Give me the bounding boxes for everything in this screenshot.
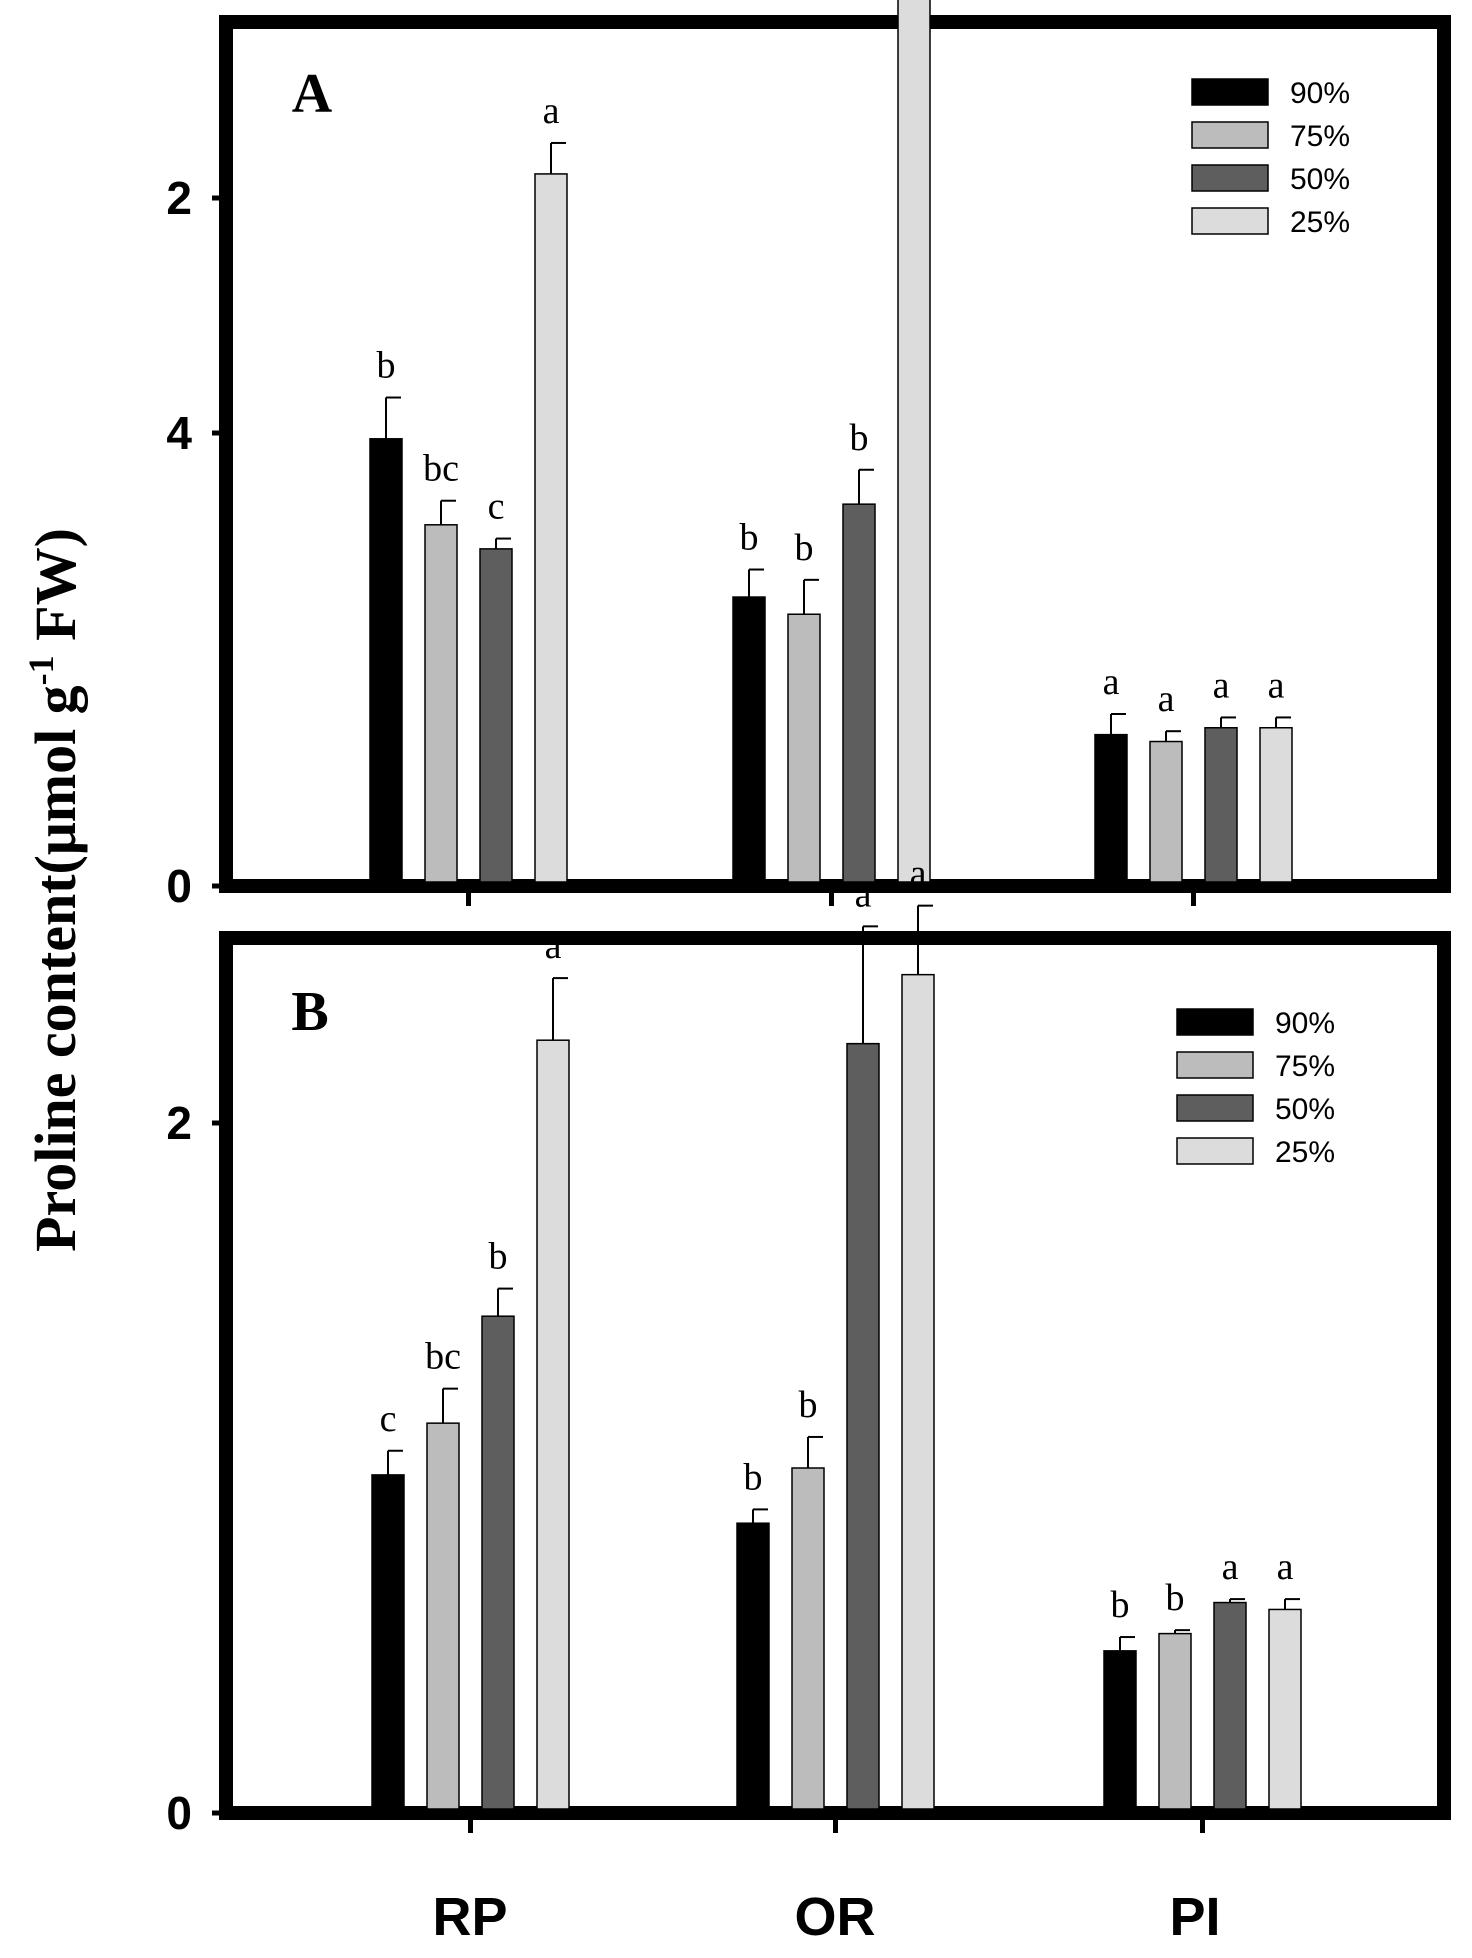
panel-b-bar-pi-50 bbox=[1213, 1601, 1247, 1810]
panel-b-label: B bbox=[291, 981, 328, 1043]
panel-a-legend-label-90: 90% bbox=[1290, 77, 1350, 110]
panel-b-legend-label-90: 90% bbox=[1275, 1007, 1335, 1040]
panel-b-bar-rp-90 bbox=[371, 1474, 405, 1810]
x-category-label-pi: PI bbox=[1169, 1887, 1220, 1947]
panel-a-legend-label-25: 25% bbox=[1290, 206, 1350, 239]
y-axis-label-sup: -1 bbox=[21, 655, 61, 685]
panel-b-sig-pi-50: a bbox=[1222, 1546, 1239, 1588]
panel-b-legend-swatch-90 bbox=[1176, 1008, 1254, 1036]
panel-b-legend-swatch-50 bbox=[1176, 1094, 1254, 1122]
panel-a-sig-rp-90: b bbox=[377, 345, 396, 387]
panel-b-ytick-label-4: 4 bbox=[166, 407, 192, 459]
panel-b-sig-pi-25: a bbox=[1277, 1546, 1294, 1588]
panel-b-bar-pi-25 bbox=[1268, 1608, 1302, 1810]
panel-b-ytick-label-2: 2 bbox=[166, 1097, 192, 1149]
x-category-label-or: OR bbox=[795, 1887, 876, 1947]
panel-a-bar-or-25 bbox=[897, 0, 931, 883]
panel-a-ytick-label-0: 0 bbox=[166, 860, 192, 912]
panel-b-sig-or-50: a bbox=[855, 873, 872, 915]
panel-a-bar-rp-75 bbox=[424, 524, 458, 883]
panel-b-bar-rp-50 bbox=[481, 1315, 515, 1810]
panel-a-sig-or-90: b bbox=[740, 517, 759, 559]
panel-a-legend-swatch-25 bbox=[1191, 207, 1269, 235]
panel-a-bar-pi-50 bbox=[1204, 727, 1238, 883]
panel-a-sig-or-50: b bbox=[850, 417, 869, 459]
panel-b-bar-or-50 bbox=[846, 1042, 880, 1810]
panel-a-legend-swatch-75 bbox=[1191, 121, 1269, 149]
panel-a-ytick-label-2: 2 bbox=[166, 172, 192, 224]
panel-a-sig-or-75: b bbox=[795, 527, 814, 569]
panel-a-legend-swatch-90 bbox=[1191, 78, 1269, 106]
x-category-label-rp: RP bbox=[432, 1887, 507, 1947]
panel-b-sig-rp-50: b bbox=[489, 1236, 508, 1278]
panel-b-sig-rp-90: c bbox=[380, 1398, 397, 1440]
panel-a-bar-pi-90 bbox=[1094, 733, 1128, 883]
panel-a-sig-rp-50: c bbox=[488, 486, 505, 528]
panel-a-label: A bbox=[292, 63, 333, 125]
panel-b-legend-swatch-75 bbox=[1176, 1051, 1254, 1079]
panel-b-legend-label-75: 75% bbox=[1275, 1050, 1335, 1083]
panel-a-legend-label-50: 50% bbox=[1290, 163, 1350, 196]
panel-a-legend-label-75: 75% bbox=[1290, 120, 1350, 153]
panel-b-ytick-label-0: 0 bbox=[166, 1787, 192, 1839]
panel-b-sig-rp-25: a bbox=[545, 925, 562, 967]
panel-b-bar-or-25 bbox=[901, 973, 935, 1810]
panel-b-sig-pi-75: b bbox=[1166, 1577, 1185, 1619]
y-axis-label: Proline content(μmol g-1 FW) bbox=[21, 528, 88, 1252]
panel-b-sig-pi-90: b bbox=[1111, 1584, 1130, 1626]
panel-a: A024bbabcbacbaaaa90%75%50%25% bbox=[166, 0, 1451, 912]
panel-b-bar-rp-25 bbox=[536, 1039, 570, 1810]
panel-a-bar-rp-90 bbox=[369, 438, 403, 883]
panel-b-sig-or-75: b bbox=[799, 1384, 818, 1426]
panel-a-sig-pi-25: a bbox=[1268, 664, 1285, 706]
panel-a-sig-pi-50: a bbox=[1213, 664, 1230, 706]
panel-b-sig-or-25: a bbox=[910, 853, 927, 895]
panel-b-bar-pi-90 bbox=[1103, 1650, 1137, 1810]
y-axis-label-tail: FW) bbox=[23, 528, 88, 655]
panel-a-sig-pi-90: a bbox=[1103, 661, 1120, 703]
panel-b-legend-label-25: 25% bbox=[1275, 1136, 1335, 1169]
panel-a-bar-pi-25 bbox=[1259, 727, 1293, 883]
panel-b-sig-rp-75: bc bbox=[425, 1336, 461, 1378]
panel-b-bar-pi-75 bbox=[1158, 1632, 1192, 1810]
y-axis-label-main: Proline content(μmol g bbox=[23, 685, 88, 1252]
panel-a-bar-rp-25 bbox=[534, 173, 568, 883]
panel-a-sig-rp-75: bc bbox=[423, 448, 459, 490]
panel-a-bar-or-50 bbox=[842, 503, 876, 883]
panel-b-bar-rp-75 bbox=[426, 1422, 460, 1810]
panel-b-bar-or-75 bbox=[791, 1467, 825, 1810]
panel-b-bar-or-90 bbox=[736, 1522, 770, 1810]
panel-a-sig-pi-75: a bbox=[1158, 678, 1175, 720]
panel-a-bar-or-90 bbox=[732, 596, 766, 883]
panel-b-sig-or-90: b bbox=[744, 1456, 763, 1498]
panel-b-legend-swatch-25 bbox=[1176, 1137, 1254, 1165]
panel-a-bar-rp-50 bbox=[479, 548, 513, 883]
panel-a-bar-pi-75 bbox=[1149, 740, 1183, 883]
panel-a-frame bbox=[219, 15, 1451, 893]
panel-a-bar-or-75 bbox=[787, 613, 821, 883]
panel-a-sig-rp-25: a bbox=[543, 90, 560, 132]
panel-a-legend-swatch-50 bbox=[1191, 164, 1269, 192]
panel-b-legend-label-50: 50% bbox=[1275, 1093, 1335, 1126]
panel-b-frame bbox=[219, 931, 1451, 1820]
